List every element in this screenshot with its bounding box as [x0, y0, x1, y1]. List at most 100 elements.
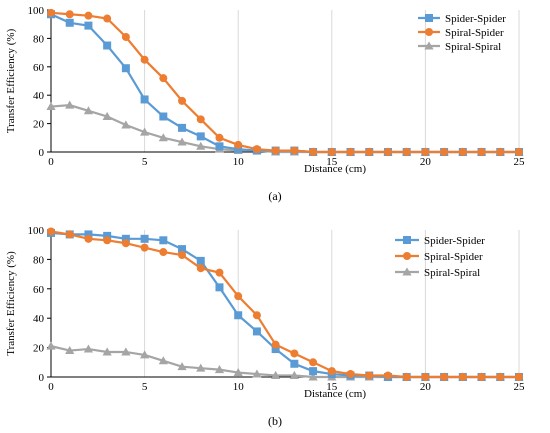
data-point [215, 283, 224, 292]
x-tick-label: 0 [48, 381, 54, 393]
legend-marker [403, 236, 411, 244]
legend-marker [402, 267, 412, 276]
data-point [103, 14, 112, 23]
data-point [496, 373, 505, 381]
data-point [421, 148, 430, 156]
y-tick-label: 80 [33, 254, 45, 266]
data-point [140, 95, 149, 104]
data-point [140, 243, 149, 252]
data-point [65, 345, 75, 354]
panel-label: (a) [268, 189, 281, 203]
data-point [477, 148, 486, 156]
data-point [458, 148, 467, 156]
data-point [196, 141, 206, 150]
legend-entry: Spiral-Spiral [424, 267, 480, 279]
data-point [103, 231, 112, 240]
data-point [233, 367, 243, 377]
y-tick-label: 20 [33, 343, 45, 355]
y-tick-label: 60 [33, 284, 45, 296]
y-tick-label: 40 [33, 313, 45, 325]
data-point [158, 356, 168, 365]
series-spiral-spider [47, 8, 523, 156]
data-point [159, 74, 168, 83]
data-point [84, 21, 93, 30]
data-point [65, 100, 75, 109]
data-point [383, 148, 392, 156]
data-point [252, 145, 261, 154]
data-point [103, 41, 112, 50]
series-spiral-spider [47, 227, 523, 381]
x-tick-label: 0 [48, 156, 54, 168]
data-point [440, 373, 449, 381]
y-axis-label: Transfer Efficiency (%) [5, 28, 17, 133]
chart-panel-b: 0 5 10 15 20 25 0 20 40 60 80 100 Distance (cm) Trans… [5, 225, 525, 428]
data-point [252, 311, 261, 320]
x-tick-label: 15 [326, 381, 338, 393]
data-point [177, 362, 187, 371]
data-point [196, 256, 205, 265]
data-point [477, 373, 486, 381]
data-point [309, 367, 318, 376]
y-axis-label: Transfer Efficiency (%) [5, 251, 17, 356]
data-point [402, 148, 411, 156]
data-point [215, 268, 224, 277]
y-tick-label: 40 [33, 90, 45, 102]
data-point [309, 148, 318, 156]
x-axis-label: Distance (cm) [304, 163, 366, 175]
y-tick-label: 100 [28, 5, 45, 17]
data-point [290, 359, 299, 368]
data-point [327, 367, 336, 376]
y-tick-label: 100 [28, 225, 45, 237]
data-point [83, 106, 94, 115]
data-point [140, 350, 150, 359]
data-point [178, 245, 187, 254]
legend-marker [425, 14, 433, 22]
data-point [84, 11, 93, 20]
series-spiral-spiral [46, 100, 524, 156]
data-point [365, 371, 374, 380]
data-point [196, 264, 205, 273]
x-tick-label: 20 [420, 381, 432, 393]
data-point [83, 344, 94, 353]
data-point [196, 132, 205, 141]
data-point [215, 133, 224, 142]
data-point [178, 123, 187, 132]
data-point [271, 340, 280, 349]
data-point [121, 120, 131, 129]
data-point [177, 137, 187, 146]
data-point [346, 370, 355, 379]
data-point [178, 96, 187, 105]
data-point [271, 370, 281, 379]
data-point [65, 230, 74, 239]
legend-marker [425, 28, 433, 36]
data-point [271, 345, 280, 354]
data-point [309, 358, 318, 367]
data-point [121, 234, 130, 243]
data-point [515, 148, 523, 156]
data-point [214, 365, 225, 374]
data-point [46, 341, 56, 350]
data-point [121, 239, 130, 248]
data-point [234, 311, 243, 320]
data-point [84, 230, 93, 239]
data-point [515, 373, 523, 381]
series-line [50, 345, 519, 379]
data-point [159, 112, 168, 121]
data-point [496, 148, 505, 156]
data-point [290, 146, 299, 155]
y-tick-label: 20 [33, 119, 45, 131]
legend-marker [424, 41, 434, 50]
data-point [140, 127, 150, 136]
data-point [289, 370, 299, 379]
data-point [402, 373, 411, 381]
data-point [252, 327, 261, 336]
data-point [65, 18, 74, 27]
data-point [159, 248, 168, 257]
legend-entry: Spiral-Spiral [445, 41, 501, 53]
legend-marker [403, 252, 411, 260]
y-tick-label: 0 [39, 147, 45, 159]
data-point [271, 146, 280, 155]
series-line [50, 104, 519, 154]
legend-entry: Spider-Spider [424, 235, 485, 247]
